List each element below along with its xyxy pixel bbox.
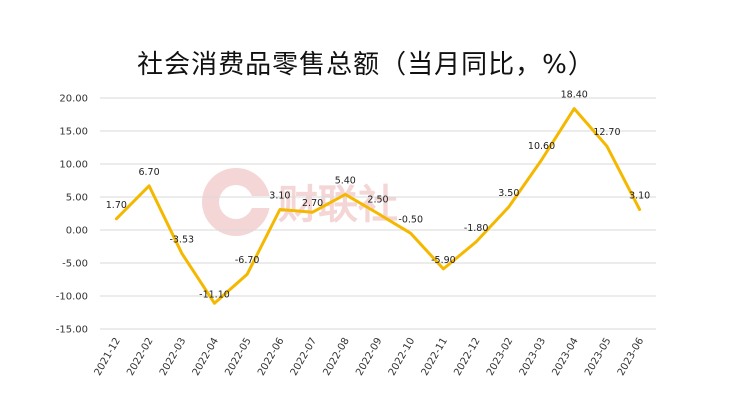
data-label: -0.50 bbox=[398, 214, 423, 225]
y-tick-label: -5.00 bbox=[62, 259, 88, 270]
y-tick-label: 0.00 bbox=[66, 226, 88, 237]
x-tick-label: 2022-03 bbox=[158, 336, 188, 378]
data-label: -5.90 bbox=[431, 255, 456, 266]
y-tick-label: -10.00 bbox=[56, 292, 88, 303]
data-label: 18.40 bbox=[561, 90, 588, 101]
series-line bbox=[114, 107, 642, 305]
data-label: 6.70 bbox=[138, 167, 159, 178]
data-label: 2.50 bbox=[367, 195, 388, 206]
x-tick-label: 2023-06 bbox=[616, 336, 646, 378]
x-tick-label: 2022-04 bbox=[191, 336, 221, 378]
data-label: 12.70 bbox=[593, 127, 620, 138]
data-label: -1.80 bbox=[464, 223, 489, 234]
y-tick-label: -15.00 bbox=[56, 325, 88, 336]
y-tick-label: 20.00 bbox=[59, 94, 88, 105]
x-tick-label: 2023-02 bbox=[485, 336, 515, 378]
data-label: 1.70 bbox=[106, 200, 127, 211]
x-tick-label: 2022-12 bbox=[452, 336, 482, 378]
data-label: -11.10 bbox=[199, 289, 230, 300]
data-label: 3.10 bbox=[269, 191, 290, 202]
y-tick-label: 5.00 bbox=[66, 193, 88, 204]
data-label: 3.50 bbox=[498, 188, 519, 199]
data-label: 5.40 bbox=[335, 175, 356, 186]
y-tick-label: 15.00 bbox=[59, 127, 88, 138]
x-tick-label: 2022-10 bbox=[387, 336, 417, 378]
x-tick-label: 2022-02 bbox=[125, 336, 155, 378]
x-tick-label: 2022-07 bbox=[289, 336, 319, 378]
x-tick-label: 2023-05 bbox=[583, 336, 613, 378]
watermark-logo-icon-cut bbox=[236, 196, 272, 208]
data-label: -6.70 bbox=[235, 255, 260, 266]
data-label: 2.70 bbox=[302, 198, 323, 209]
y-tick-label: 10.00 bbox=[59, 160, 88, 171]
watermark-logo: 财联社 bbox=[202, 168, 398, 236]
x-tick-label: 2022-09 bbox=[354, 336, 384, 378]
x-tick-label: 2022-06 bbox=[256, 336, 286, 378]
data-label: -3.53 bbox=[169, 234, 194, 245]
x-tick-label: 2023-03 bbox=[518, 336, 548, 378]
x-tick-label: 2022-05 bbox=[223, 336, 253, 378]
x-tick-label: 2021-12 bbox=[93, 336, 123, 378]
watermark-text: 财联社 bbox=[278, 182, 398, 228]
x-tick-label: 2022-08 bbox=[321, 336, 351, 378]
chart-title: 社会消费品零售总额（当月同比，%） bbox=[137, 50, 595, 80]
data-label: 3.10 bbox=[629, 191, 650, 202]
x-tick-label: 2023-04 bbox=[550, 336, 580, 378]
x-tick-label: 2022-11 bbox=[420, 336, 450, 378]
data-label: 10.60 bbox=[528, 141, 555, 152]
